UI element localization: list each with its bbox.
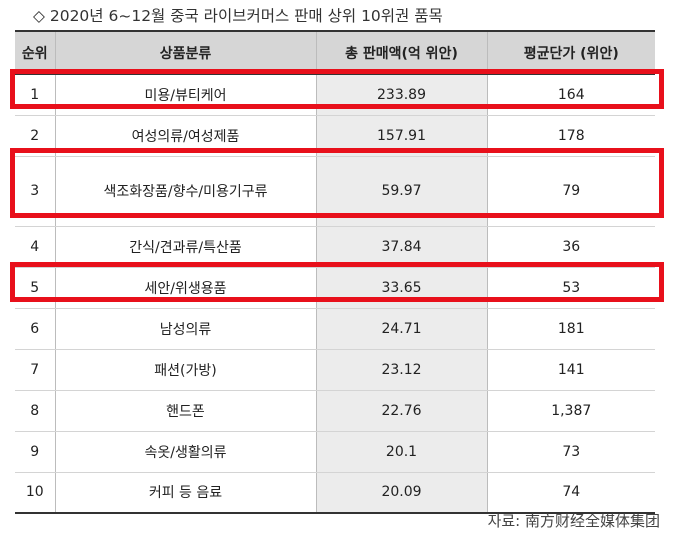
rank-cell: 8: [15, 390, 55, 432]
category-cell: 미용/뷰티케어: [54, 74, 316, 116]
category-cell: 속옷/생활의류: [54, 431, 316, 473]
price-cell: 53: [486, 267, 655, 309]
rank-cell: 2: [15, 115, 55, 157]
header-category: 상품분류: [54, 30, 316, 75]
category-cell: 색조화장품/향수/미용기구류: [54, 156, 316, 227]
table-row: 6 남성의류 24.71 181: [15, 308, 655, 350]
category-cell: 여성의류/여성제품: [54, 115, 316, 157]
header-total-sales: 총 판매액(억 위안): [315, 30, 487, 75]
table-row: 9 속옷/생활의류 20.1 73: [15, 431, 655, 473]
sales-cell: 233.89: [315, 74, 487, 116]
category-cell: 패션(가방): [54, 349, 316, 391]
sales-cell: 33.65: [315, 267, 487, 309]
category-cell: 세안/위생용품: [54, 267, 316, 309]
sales-cell: 59.97: [315, 156, 487, 227]
table-row: 3 색조화장품/향수/미용기구류 59.97 79: [15, 156, 655, 227]
sales-cell: 20.09: [315, 472, 487, 514]
rank-cell: 5: [15, 267, 55, 309]
category-cell: 남성의류: [54, 308, 316, 350]
price-cell: 79: [486, 156, 655, 227]
table-row: 8 핸드폰 22.76 1,387: [15, 390, 655, 432]
header-rank: 순위: [15, 30, 55, 75]
sales-cell: 23.12: [315, 349, 487, 391]
top10-products-table: 순위 상품분류 총 판매액(억 위안) 평균단가 (위안) 1 미용/뷰티케어 …: [15, 30, 655, 514]
header-average-price: 평균단가 (위안): [486, 30, 655, 75]
price-cell: 73: [486, 431, 655, 473]
sales-cell: 22.76: [315, 390, 487, 432]
rank-cell: 9: [15, 431, 55, 473]
price-cell: 181: [486, 308, 655, 350]
table-row: 2 여성의류/여성제품 157.91 178: [15, 115, 655, 157]
rank-cell: 3: [15, 156, 55, 227]
category-cell: 커피 등 음료: [54, 472, 316, 514]
table-row: 10 커피 등 음료 20.09 74: [15, 472, 655, 514]
category-cell: 간식/견과류/특산품: [54, 226, 316, 268]
rank-cell: 1: [15, 74, 55, 116]
table-row: 7 패션(가방) 23.12 141: [15, 349, 655, 391]
price-cell: 36: [486, 226, 655, 268]
table-header-row: 순위 상품분류 총 판매액(억 위안) 평균단가 (위안): [15, 30, 655, 75]
price-cell: 164: [486, 74, 655, 116]
price-cell: 178: [486, 115, 655, 157]
category-cell: 핸드폰: [54, 390, 316, 432]
table-row: 4 간식/견과류/특산품 37.84 36: [15, 226, 655, 268]
page-title: ◇ 2020년 6~12월 중국 라이브커머스 판매 상위 10위권 품목: [33, 7, 443, 25]
table-row: 5 세안/위생용품 33.65 53: [15, 267, 655, 309]
price-cell: 74: [486, 472, 655, 514]
rank-cell: 7: [15, 349, 55, 391]
price-cell: 1,387: [486, 390, 655, 432]
table-row: 1 미용/뷰티케어 233.89 164: [15, 74, 655, 116]
price-cell: 141: [486, 349, 655, 391]
sales-cell: 20.1: [315, 431, 487, 473]
rank-cell: 6: [15, 308, 55, 350]
sales-cell: 37.84: [315, 226, 487, 268]
rank-cell: 4: [15, 226, 55, 268]
sales-cell: 157.91: [315, 115, 487, 157]
sales-cell: 24.71: [315, 308, 487, 350]
rank-cell: 10: [15, 472, 55, 514]
source-note: 자료: 南方财经全媒体集团: [487, 512, 660, 530]
